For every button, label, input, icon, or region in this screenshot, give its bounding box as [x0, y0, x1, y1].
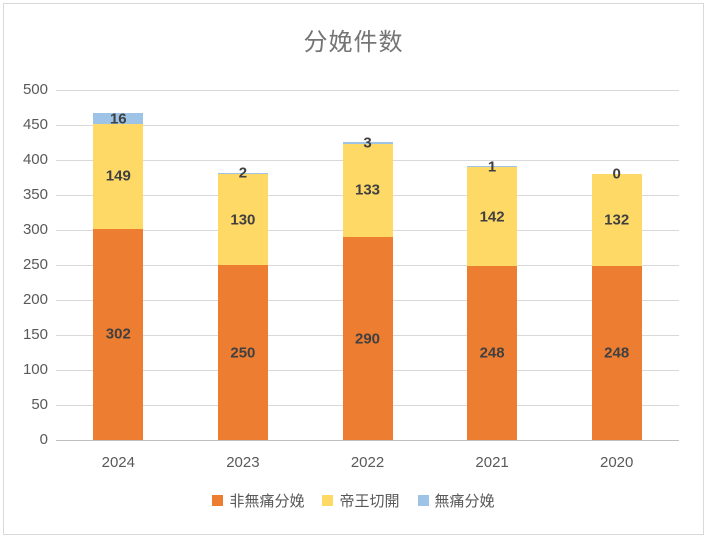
x-axis-line [56, 439, 679, 441]
gridline-450 [56, 124, 679, 126]
x-tick-label-2023: 2023 [226, 454, 260, 471]
legend-item-無痛分娩[interactable]: 無痛分娩 [417, 490, 495, 511]
bar-segment-非無痛分娩-2024[interactable] [93, 228, 144, 440]
bar-segment-非無痛分娩-2021[interactable] [467, 266, 518, 440]
bar-segment-無痛分娩-2024[interactable] [93, 113, 144, 125]
legend-label: 帝王切開 [339, 493, 400, 510]
legend-swatch-icon [212, 495, 224, 506]
y-tick-label-200: 200 [22, 291, 48, 308]
bar-segment-帝王切開-2020[interactable] [591, 174, 642, 267]
chart-title: 分娩件数 [303, 29, 404, 56]
legend-swatch-icon [322, 495, 334, 506]
x-tick-label-2020: 2020 [600, 454, 634, 471]
legend-swatch-icon [417, 495, 429, 506]
chart-legend: 非無痛分娩 帝王切開 無痛分娩 [4, 490, 703, 511]
y-tick-label-350: 350 [22, 186, 48, 203]
y-tick-label-450: 450 [22, 116, 48, 133]
bar-segment-帝王切開-2021[interactable] [467, 167, 518, 267]
legend-item-非無痛分娩[interactable]: 非無痛分娩 [212, 490, 304, 511]
y-tick-label-500: 500 [22, 81, 48, 98]
gridline-500 [56, 89, 679, 91]
bar-segment-非無痛分娩-2023[interactable] [217, 265, 268, 440]
y-tick-label-100: 100 [22, 361, 48, 378]
legend-item-帝王切開[interactable]: 帝王切開 [322, 490, 400, 511]
x-tick-label-2024: 2024 [101, 454, 135, 471]
y-tick-label-250: 250 [22, 256, 48, 273]
bar-segment-非無痛分娩-2020[interactable] [591, 266, 642, 440]
x-tick-label-2022: 2022 [350, 454, 385, 471]
legend-label: 無痛分娩 [434, 493, 495, 510]
bar-segment-帝王切開-2024[interactable] [93, 124, 144, 229]
bar-segment-帝王切開-2023[interactable] [217, 174, 268, 265]
bar-segment-無痛分娩-2021[interactable] [467, 166, 518, 167]
legend-label: 非無痛分娩 [229, 493, 305, 510]
chart-area[interactable]: 分娩件数 0 50 100 150 200 250 300 350 400 450 500 302 14… [3, 3, 704, 535]
y-tick-label-400: 400 [22, 151, 48, 168]
bar-segment-帝王切開-2022[interactable] [342, 143, 393, 237]
y-tick-label-150: 150 [22, 326, 48, 343]
y-tick-label-50: 50 [31, 396, 48, 413]
x-tick-label-2021: 2021 [475, 454, 509, 471]
bar-segment-無痛分娩-2022[interactable] [342, 141, 393, 144]
bar-segment-非無痛分娩-2022[interactable] [342, 237, 393, 440]
bar-segment-無痛分娩-2023[interactable] [217, 172, 268, 174]
y-tick-label-0: 0 [39, 431, 48, 448]
y-tick-label-300: 300 [22, 221, 48, 238]
